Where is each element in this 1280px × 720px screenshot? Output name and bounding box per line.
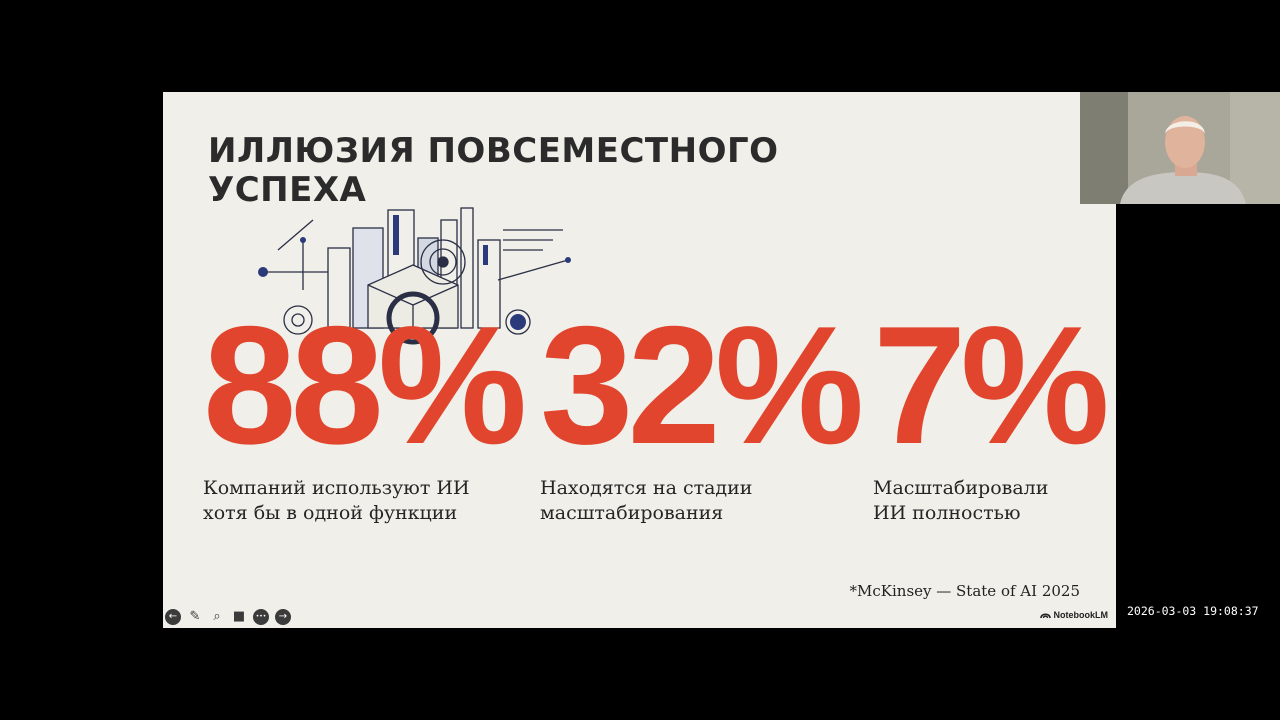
city-gears-illustration — [258, 207, 571, 345]
magnifier-icon: ⌕ — [213, 609, 221, 624]
next-slide-button[interactable]: → — [275, 609, 291, 625]
more-icon: ••• — [255, 613, 267, 620]
slide-title: ИЛЛЮЗИЯ ПОВСЕМЕСТНОГО УСПЕХА — [208, 132, 848, 210]
presentation-slide: ИЛЛЮЗИЯ ПОВСЕМЕСТНОГО УСПЕХА — [163, 92, 1116, 628]
slide-title-line-1: ИЛЛЮЗИЯ ПОВСЕМЕСТНОГО — [208, 131, 779, 171]
pen-icon: ✎ — [189, 609, 201, 624]
source-citation: *McKinsey — State of AI 2025 — [849, 582, 1080, 600]
stat-value: 7% — [873, 291, 1110, 479]
webcam-feed — [1080, 92, 1280, 204]
stat-description: Компаний используют ИИ хотя бы в одной ф… — [203, 476, 521, 526]
stat-description-line: хотя бы в одной функции — [203, 502, 458, 524]
more-options-button[interactable]: ••• — [253, 609, 269, 625]
zoom-button[interactable]: ⌕ — [209, 609, 225, 625]
previous-slide-button[interactable]: ← — [165, 609, 181, 625]
notebooklm-logo-icon — [1039, 613, 1051, 619]
arrow-left-icon: ← — [168, 611, 178, 622]
stat-description: Масштабировали ИИ полностью — [873, 476, 1104, 526]
stat-value: 32% — [540, 291, 864, 479]
presenter-video-image — [1080, 92, 1280, 204]
slideshow-toolbar: ← ✎ ⌕ ■ ••• → — [165, 609, 291, 625]
stat-description-line: Находятся на стадии — [540, 477, 753, 499]
arrow-right-icon: → — [278, 611, 288, 622]
stat-7: 7% Масштабировали ИИ полностью — [873, 291, 1110, 526]
brand-label: NotebookLM — [1053, 610, 1109, 620]
stat-description: Находятся на стадии масштабирования — [540, 476, 858, 526]
stat-description-line: масштабирования — [540, 502, 724, 524]
stat-88: 88% Компаний используют ИИ хотя бы в одн… — [203, 291, 527, 526]
video-camera-icon: ■ — [232, 609, 246, 624]
stat-32: 32% Находятся на стадии масштабирования — [540, 291, 864, 526]
stat-description-line: Масштабировали — [873, 477, 1049, 499]
camera-button[interactable]: ■ — [231, 609, 247, 625]
pen-tool-button[interactable]: ✎ — [187, 609, 203, 625]
stat-description-line: ИИ полностью — [873, 502, 1021, 524]
recording-timestamp: 2026-03-03 19:08:37 — [1127, 604, 1259, 618]
slide-title-line-2: УСПЕХА — [208, 170, 367, 210]
stat-description-line: Компаний используют ИИ — [203, 477, 470, 499]
notebooklm-watermark: NotebookLM — [1039, 610, 1109, 620]
stat-value: 88% — [203, 291, 527, 479]
